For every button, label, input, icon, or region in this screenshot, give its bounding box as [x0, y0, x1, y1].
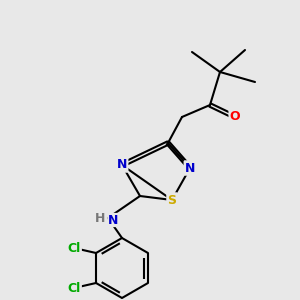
Text: Cl: Cl — [68, 242, 81, 254]
Text: N: N — [185, 161, 195, 175]
Text: H: H — [95, 212, 105, 224]
Text: Cl: Cl — [68, 281, 81, 295]
Text: O: O — [230, 110, 240, 124]
Text: N: N — [108, 214, 118, 226]
Text: S: S — [167, 194, 176, 206]
Text: N: N — [117, 158, 127, 172]
